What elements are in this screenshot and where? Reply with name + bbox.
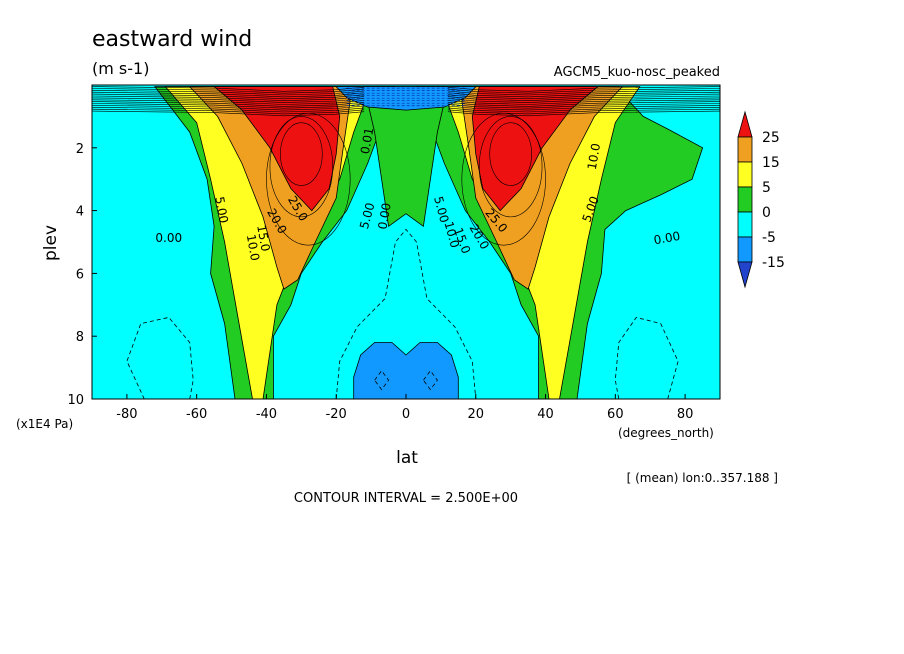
mean-note: [ (mean) lon:0..357.188 ] bbox=[627, 471, 778, 485]
x-tick-label: -60 bbox=[186, 407, 207, 422]
jet-core-contour bbox=[266, 112, 351, 246]
upper-contour-line bbox=[447, 110, 720, 117]
upper-contour-line bbox=[447, 97, 720, 103]
upper-contour-line bbox=[447, 93, 720, 100]
upper-contour-line bbox=[92, 90, 365, 96]
y-tick-label: 6 bbox=[76, 267, 84, 282]
contour-label: 0.00 bbox=[653, 229, 682, 247]
upper-contour-line bbox=[92, 97, 365, 103]
x-units-label: (degrees_north) bbox=[618, 426, 714, 440]
contour-region-green-center bbox=[363, 86, 449, 228]
jet-core-contour bbox=[269, 116, 334, 218]
upper-contour-line bbox=[92, 110, 365, 117]
upper-contour-line bbox=[447, 107, 720, 113]
contour-interval-label: CONTOUR INTERVAL = 2.500E+00 bbox=[294, 491, 518, 506]
upper-contour-line bbox=[92, 101, 365, 107]
colorbar-label: -5 bbox=[762, 230, 776, 246]
contour-label: 10.0 bbox=[442, 220, 462, 249]
upper-contour-line bbox=[92, 93, 365, 100]
contour-label: 0.00 bbox=[375, 202, 393, 231]
upper-contour-line bbox=[447, 90, 720, 96]
y-tick-label: 8 bbox=[76, 330, 84, 345]
upper-contour-line bbox=[92, 107, 365, 113]
x-tick-label: 80 bbox=[677, 407, 694, 422]
contour-region-blue-top bbox=[335, 86, 477, 111]
colorbar: 25 15 5 0 -5 -15 bbox=[737, 110, 785, 289]
negative-contour-5 bbox=[423, 370, 438, 391]
colorbar-label: 25 bbox=[762, 130, 780, 146]
contour-label: 0.00 bbox=[155, 231, 182, 245]
colorbar-band--5-to-0 bbox=[737, 211, 753, 238]
jet-core-contour bbox=[478, 116, 543, 218]
colorbar-band-below--15 bbox=[737, 261, 753, 289]
upper-contour-line bbox=[447, 101, 720, 107]
y-tick-label: 4 bbox=[76, 205, 84, 220]
colorbar-label: 15 bbox=[762, 155, 780, 171]
chart-title: eastward wind bbox=[92, 27, 252, 52]
contour-label: 10.0 bbox=[244, 233, 262, 262]
x-tick-label: 0 bbox=[402, 407, 410, 422]
upper-contour-line bbox=[447, 86, 720, 92]
contour-region-blue-bottom bbox=[353, 342, 459, 399]
x-tick-label: -20 bbox=[326, 407, 347, 422]
upper-contour-line bbox=[92, 91, 365, 98]
plot-area bbox=[92, 85, 720, 399]
colorbar-band-0-to-5 bbox=[737, 186, 753, 213]
upper-contour-lines bbox=[92, 86, 720, 246]
y-units-label: (x1E4 Pa) bbox=[16, 417, 73, 431]
colorbar-label: 0 bbox=[762, 205, 771, 221]
contour-label: 5.00 bbox=[431, 195, 451, 224]
x-tick-label: 40 bbox=[537, 407, 554, 422]
contour-label: 5.00 bbox=[212, 196, 230, 225]
colorbar-band-15-to-25 bbox=[737, 136, 753, 163]
upper-contour-line bbox=[92, 99, 365, 105]
contour-label: 10.0 bbox=[585, 142, 603, 171]
upper-contour-line bbox=[447, 108, 720, 115]
upper-contour-line bbox=[447, 105, 720, 111]
y-tick-label: 10 bbox=[67, 393, 84, 408]
upper-contour-line bbox=[92, 108, 365, 115]
x-tick-label: -80 bbox=[116, 407, 137, 422]
upper-contour-line bbox=[447, 103, 720, 109]
upper-contour-line bbox=[92, 105, 365, 111]
upper-contour-line bbox=[92, 95, 365, 102]
jet-core-contour bbox=[280, 122, 323, 186]
colorbar-band-above-25 bbox=[737, 110, 753, 138]
negative-contour-3 bbox=[335, 228, 477, 399]
colorbar-label: 5 bbox=[762, 180, 771, 196]
upper-contour-line bbox=[447, 95, 720, 102]
upper-contour-line bbox=[447, 99, 720, 105]
negative-contour-2 bbox=[614, 316, 679, 399]
upper-contour-line bbox=[92, 86, 365, 92]
experiment-label: AGCM5_kuo-nosc_peaked bbox=[554, 65, 720, 80]
contour-label: 15.0 bbox=[254, 224, 272, 253]
upper-contour-line bbox=[447, 88, 720, 94]
units-label: (m s-1) bbox=[92, 59, 149, 78]
y-axis: 2 4 6 8 10 bbox=[67, 142, 97, 408]
upper-contour-line bbox=[447, 91, 720, 98]
x-axis-label: lat bbox=[396, 448, 418, 468]
y-tick-label: 2 bbox=[76, 142, 84, 157]
jet-core-contour bbox=[489, 122, 532, 186]
colorbar-label: -15 bbox=[762, 255, 785, 271]
x-tick-label: -40 bbox=[256, 407, 277, 422]
y-axis-label: plev bbox=[41, 225, 61, 261]
x-tick-label: 20 bbox=[468, 407, 485, 422]
x-axis: -80 -60 -40 -20 0 20 40 60 80 bbox=[116, 394, 693, 422]
upper-contour-line bbox=[92, 88, 365, 94]
colorbar-band--15-to--5 bbox=[737, 236, 753, 263]
negative-contour-4 bbox=[374, 370, 390, 391]
colorbar-band-5-to-15 bbox=[737, 161, 753, 188]
jet-core-contour bbox=[461, 112, 546, 246]
contour-label: 5.00 bbox=[357, 201, 377, 230]
contour-label: 0.01 bbox=[358, 126, 376, 155]
upper-contour-line bbox=[92, 103, 365, 109]
x-tick-label: 60 bbox=[607, 407, 624, 422]
